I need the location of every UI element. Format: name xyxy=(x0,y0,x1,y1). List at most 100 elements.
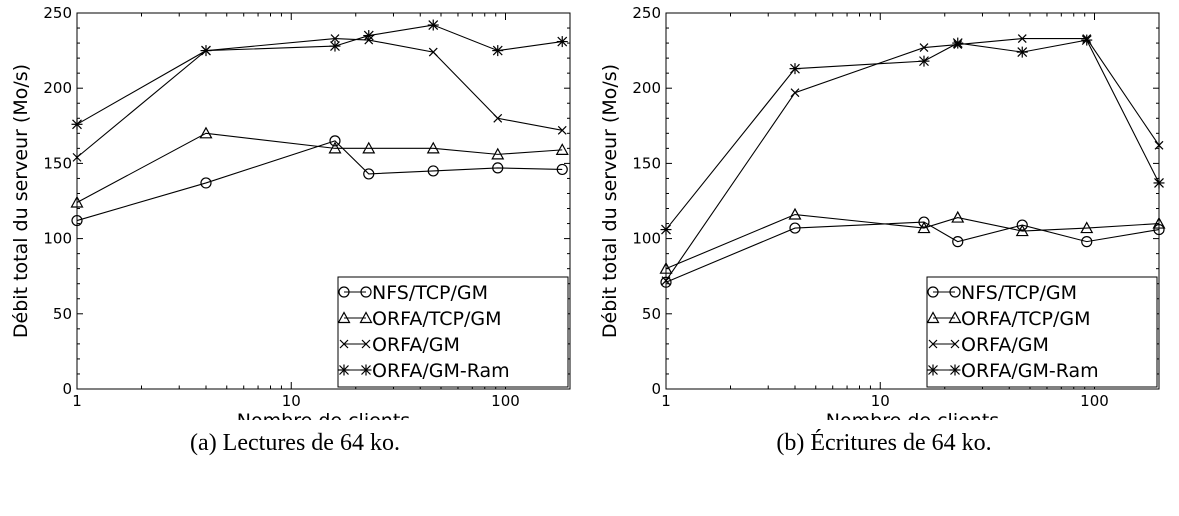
legend-marker-orfa-gm xyxy=(950,339,960,349)
data-point-orfa-gm-ram xyxy=(952,37,964,49)
series-line-orfa-tcp-gm xyxy=(76,132,563,203)
data-point-orfa-gm-ram xyxy=(789,63,801,75)
legend-marker-orfa-gm xyxy=(361,339,371,349)
data-point-orfa-tcp-gm xyxy=(1015,224,1029,237)
legend-marker-nfs-tcp-gm xyxy=(338,286,350,298)
data-point-nfs-tcp-gm xyxy=(660,276,672,288)
y-tick-label: 200 xyxy=(632,79,661,97)
legend: NFS/TCP/GM ORFA/TCP/GM ORFA/GM ORFA/GM-Ram xyxy=(337,276,569,388)
legend-marker-orfa-tcp-gm xyxy=(926,311,940,324)
y-tick-label: 250 xyxy=(43,4,72,22)
legend-label-orfa-gm-ram: ORFA/GM-Ram xyxy=(372,360,510,382)
y-tick-label: 200 xyxy=(43,79,72,97)
data-point-orfa-gm xyxy=(330,34,340,43)
data-point-orfa-gm-ram xyxy=(918,55,930,67)
legend-marker-orfa-tcp-gm xyxy=(337,311,351,324)
legend-marker-orfa-tcp-gm xyxy=(948,311,962,324)
legend-marker-orfa-gm-ram xyxy=(360,364,372,376)
legend-label-nfs-tcp-gm: NFS/TCP/GM xyxy=(961,282,1077,304)
data-point-nfs-tcp-gm xyxy=(1016,219,1028,231)
data-point-orfa-gm-ram xyxy=(329,40,341,52)
series-line-nfs-tcp-gm xyxy=(76,140,563,222)
data-point-orfa-gm xyxy=(790,88,800,98)
data-point-orfa-gm-ram xyxy=(1153,177,1165,189)
legend-marker-orfa-gm-ram xyxy=(949,364,961,376)
x-tick-label: 1 xyxy=(661,392,671,410)
data-point-nfs-tcp-gm xyxy=(789,222,801,234)
data-point-orfa-gm xyxy=(493,113,503,123)
data-point-orfa-gm-ram xyxy=(71,118,83,130)
data-point-nfs-tcp-gm xyxy=(71,214,83,227)
x-tick-label: 1 xyxy=(72,392,82,410)
data-point-nfs-tcp-gm xyxy=(200,177,212,189)
legend-box xyxy=(337,276,569,388)
data-point-nfs-tcp-gm xyxy=(1081,236,1093,248)
x-tick-label: 100 xyxy=(491,392,520,410)
legend-label-orfa-gm: ORFA/GM xyxy=(961,334,1049,356)
legend-label-orfa-gm: ORFA/GM xyxy=(372,334,460,356)
y-tick-label: 50 xyxy=(53,305,72,323)
x-axis-label: Nombre de clients xyxy=(826,410,999,420)
data-point-orfa-tcp-gm xyxy=(555,143,569,155)
data-point-nfs-tcp-gm xyxy=(492,162,504,174)
data-point-orfa-gm xyxy=(557,125,567,135)
legend-marker-orfa-gm xyxy=(339,339,349,349)
data-point-orfa-gm-ram xyxy=(1081,34,1093,46)
series-line-orfa-tcp-gm xyxy=(665,213,1160,270)
data-point-orfa-tcp-gm xyxy=(199,126,213,139)
y-tick-label: 100 xyxy=(632,230,661,248)
y-tick-label: 50 xyxy=(642,305,661,323)
legend-box xyxy=(926,276,1158,388)
data-point-nfs-tcp-gm xyxy=(952,236,964,248)
y-axis-label: Débit total du serveur (Mo/s) xyxy=(10,64,32,338)
data-point-nfs-tcp-gm xyxy=(556,163,568,176)
legend-marker-orfa-gm-ram xyxy=(927,364,939,376)
data-point-orfa-gm-ram xyxy=(427,19,439,31)
legend-label-orfa-tcp-gm: ORFA/TCP/GM xyxy=(372,308,501,330)
legend-marker-nfs-tcp-gm xyxy=(360,286,372,298)
data-point-orfa-gm-ram xyxy=(1016,46,1028,58)
data-point-orfa-tcp-gm xyxy=(1080,221,1094,234)
legend-marker-nfs-tcp-gm xyxy=(927,286,939,298)
data-point-orfa-gm xyxy=(72,152,82,162)
data-point-orfa-tcp-gm xyxy=(1152,216,1166,229)
y-tick-label: 150 xyxy=(43,154,72,172)
plot-frame xyxy=(665,12,1160,390)
legend-marker-nfs-tcp-gm xyxy=(949,286,961,298)
data-point-nfs-tcp-gm xyxy=(363,168,375,180)
data-point-orfa-gm-ram xyxy=(492,45,504,57)
legend-marker-orfa-gm xyxy=(928,339,938,349)
data-point-orfa-tcp-gm xyxy=(328,141,342,154)
data-point-nfs-tcp-gm xyxy=(329,135,341,147)
data-point-orfa-tcp-gm xyxy=(659,261,673,274)
data-point-orfa-tcp-gm xyxy=(362,141,376,154)
y-axis-label: Débit total du serveur (Mo/s) xyxy=(599,64,621,338)
chart-b: 0 50 100 150 200 250 1 10 100 Nombre de clients Dé… xyxy=(599,4,1166,420)
y-tick-label: 250 xyxy=(632,4,661,22)
y-tick-label: 100 xyxy=(43,230,72,248)
data-point-orfa-tcp-gm xyxy=(788,207,802,220)
series-line-orfa-gm xyxy=(665,38,1160,282)
x-axis-label: Nombre de clients xyxy=(237,410,410,420)
data-point-orfa-tcp-gm xyxy=(951,210,965,223)
series-line-orfa-gm-ram xyxy=(665,39,1160,230)
data-point-nfs-tcp-gm xyxy=(1153,223,1165,236)
x-tick-label: 100 xyxy=(1080,392,1109,410)
data-point-orfa-tcp-gm xyxy=(70,195,84,208)
y-tick-label: 0 xyxy=(62,380,72,398)
legend-label-orfa-gm-ram: ORFA/GM-Ram xyxy=(961,360,1099,382)
legend-marker-orfa-tcp-gm xyxy=(359,311,373,324)
legend-marker-orfa-gm-ram xyxy=(338,364,350,376)
data-point-orfa-tcp-gm xyxy=(491,147,505,160)
series-line-nfs-tcp-gm xyxy=(665,221,1160,283)
data-point-orfa-tcp-gm xyxy=(917,221,931,234)
y-tick-label: 150 xyxy=(632,154,661,172)
plot-frame xyxy=(76,12,571,390)
data-point-nfs-tcp-gm xyxy=(918,216,930,228)
data-point-orfa-tcp-gm xyxy=(426,141,440,154)
x-tick-label: 10 xyxy=(871,392,890,410)
series-line-orfa-gm xyxy=(76,38,563,158)
chart-a: 0 50 100 150 200 250 1 10 100 Nombre de clients Dé… xyxy=(10,4,571,420)
legend-label-nfs-tcp-gm: NFS/TCP/GM xyxy=(372,282,488,304)
data-point-orfa-gm-ram xyxy=(363,30,375,42)
